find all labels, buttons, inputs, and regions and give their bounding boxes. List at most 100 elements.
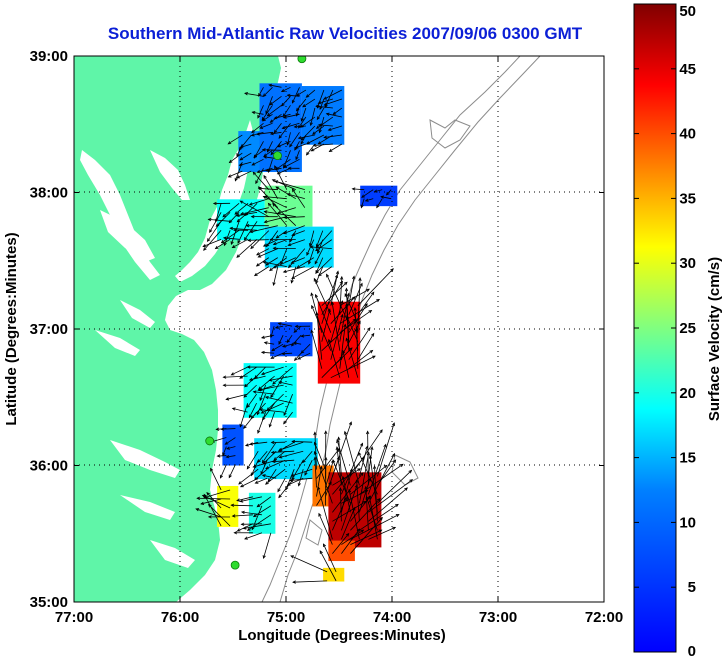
velocity-vector bbox=[326, 113, 342, 118]
velocity-vector-head bbox=[300, 117, 304, 122]
velocity-vector bbox=[301, 125, 316, 141]
velocity-vector bbox=[239, 366, 257, 379]
velocity-vector-head bbox=[361, 194, 365, 198]
velocity-vector bbox=[315, 294, 332, 333]
velocity-vector bbox=[203, 494, 222, 527]
velocity-vector-head bbox=[297, 136, 302, 140]
velocity-vector-head bbox=[376, 497, 381, 502]
velocity-vector bbox=[341, 507, 356, 540]
velocity-vector-head bbox=[281, 126, 286, 130]
velocity-vector bbox=[262, 113, 273, 122]
velocity-vector bbox=[290, 555, 328, 573]
velocity-vector bbox=[283, 158, 300, 168]
velocity-vector-head bbox=[310, 292, 314, 297]
velocity-vector bbox=[289, 230, 297, 243]
velocity-vector-head bbox=[318, 512, 322, 517]
velocity-vector-head bbox=[283, 412, 287, 417]
velocity-vector-head bbox=[291, 275, 295, 279]
velocity-vector-head bbox=[365, 495, 369, 500]
velocity-vector bbox=[367, 431, 369, 486]
velocity-vector-head bbox=[259, 397, 263, 402]
velocity-cell bbox=[222, 424, 244, 466]
velocity-vector bbox=[301, 107, 307, 122]
velocity-vector bbox=[263, 239, 278, 247]
velocity-vector bbox=[239, 161, 252, 166]
velocity-vector bbox=[316, 230, 333, 249]
velocity-vector-head bbox=[250, 245, 254, 250]
velocity-vector-head bbox=[262, 416, 266, 421]
velocity-vector bbox=[275, 180, 305, 191]
velocity-vector bbox=[348, 327, 371, 360]
velocity-vector bbox=[217, 455, 227, 457]
velocity-vector-head bbox=[278, 494, 282, 499]
velocity-vector-head bbox=[226, 446, 231, 450]
velocity-vector bbox=[325, 460, 334, 488]
velocity-vector-head bbox=[361, 456, 365, 461]
velocity-vector bbox=[202, 495, 231, 509]
velocity-vector-head bbox=[225, 397, 230, 401]
colorbar-tick-label: 15 bbox=[679, 450, 696, 467]
velocity-vector bbox=[273, 266, 279, 286]
velocity-vector bbox=[291, 468, 313, 477]
velocity-vector-head bbox=[238, 163, 243, 167]
velocity-vector-head bbox=[262, 260, 267, 265]
velocity-vector bbox=[317, 486, 333, 540]
velocity-vector-head bbox=[244, 536, 248, 540]
velocity-vector bbox=[346, 338, 359, 378]
velocity-vector bbox=[285, 469, 295, 490]
velocity-vector bbox=[294, 352, 302, 361]
velocity-vector-head bbox=[392, 459, 397, 464]
velocity-vector bbox=[291, 266, 314, 279]
velocity-vector bbox=[368, 447, 373, 477]
velocity-vector bbox=[261, 351, 275, 354]
velocity-vector bbox=[244, 532, 263, 540]
velocity-vector bbox=[265, 396, 293, 404]
velocity-vector bbox=[236, 170, 252, 179]
velocity-vector-head bbox=[200, 501, 205, 505]
velocity-vector bbox=[238, 468, 259, 485]
velocity-vector-head bbox=[385, 191, 390, 196]
velocity-vector bbox=[286, 334, 293, 343]
velocity-vector bbox=[318, 513, 333, 545]
velocity-vector-head bbox=[263, 174, 267, 179]
velocity-vector-head bbox=[207, 503, 212, 508]
velocity-vector-head bbox=[317, 486, 321, 490]
velocity-vector bbox=[301, 334, 311, 337]
velocity-vector-head bbox=[257, 429, 261, 434]
velocity-vector bbox=[368, 453, 395, 504]
velocity-vector-head bbox=[256, 503, 261, 508]
velocity-vector-head bbox=[243, 236, 248, 241]
velocity-vector bbox=[261, 334, 275, 339]
velocity-vector-head bbox=[313, 456, 317, 461]
velocity-vector bbox=[287, 94, 300, 97]
velocity-vector bbox=[252, 111, 264, 115]
velocity-vector-head bbox=[263, 341, 268, 345]
velocity-vector-head bbox=[259, 125, 264, 129]
velocity-vector-head bbox=[287, 242, 292, 247]
velocity-vector-head bbox=[261, 474, 266, 478]
velocity-vector bbox=[267, 104, 282, 117]
velocity-vector-head bbox=[275, 235, 280, 239]
velocity-vector-head bbox=[269, 267, 273, 272]
velocity-vector-head bbox=[364, 485, 368, 490]
velocity-vector bbox=[323, 543, 337, 573]
velocity-vector bbox=[321, 309, 331, 342]
velocity-vector bbox=[243, 523, 271, 529]
velocity-vector-head bbox=[311, 304, 315, 309]
velocity-vector bbox=[268, 203, 288, 226]
velocity-vector-head bbox=[224, 441, 229, 445]
velocity-vector-head bbox=[294, 145, 299, 149]
velocity-vector bbox=[266, 393, 284, 411]
velocity-vector-head bbox=[215, 427, 220, 431]
velocity-vector bbox=[274, 113, 291, 119]
colorbar-tick-label: 0 bbox=[688, 643, 696, 659]
velocity-vector-head bbox=[291, 439, 296, 444]
velocity-vector bbox=[288, 248, 306, 268]
velocity-vector-head bbox=[343, 323, 347, 328]
velocity-vector-head bbox=[268, 83, 273, 88]
velocity-vector-head bbox=[346, 315, 350, 319]
velocity-vector bbox=[249, 198, 269, 206]
velocity-vector-head bbox=[201, 494, 206, 498]
velocity-vector-head bbox=[278, 341, 282, 345]
velocity-vector bbox=[258, 375, 275, 390]
